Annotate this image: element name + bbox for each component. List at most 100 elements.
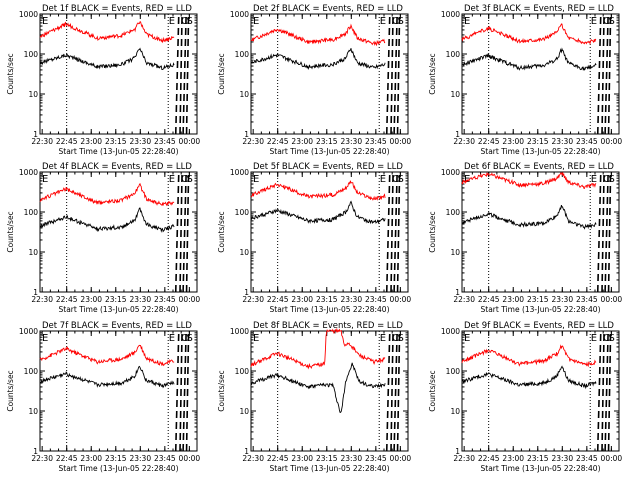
dashed-marker-line <box>185 332 190 452</box>
marker-label-e: E <box>591 174 597 185</box>
dashed-marker-line <box>601 173 605 293</box>
y-axis-label: Counts/sec <box>217 53 226 94</box>
plot-frame <box>250 330 409 452</box>
marker-label-s: S <box>187 174 193 185</box>
marker-label-e: E <box>591 16 597 27</box>
series-line-events <box>250 48 386 71</box>
x-tick-label: 23:45 <box>154 137 176 146</box>
marker-label-c: C <box>181 174 188 185</box>
x-tick-label: 22:45 <box>478 137 500 146</box>
x-tick-label: 23:00 <box>291 454 313 463</box>
dashed-marker-line <box>185 173 190 293</box>
x-tick-label: 23:30 <box>551 295 573 304</box>
chart-title: Det 7f BLACK = Events, RED = LLD <box>42 321 192 331</box>
chart-panel-8: Det 8f BLACK = Events, RED = LLD 1 10 100 10… <box>217 321 411 473</box>
y-tick-label: 1000 <box>441 327 460 336</box>
x-tick-label: 22:30 <box>453 454 475 463</box>
x-tick-label: 00:00 <box>601 137 623 146</box>
plot-frame <box>461 330 620 452</box>
x-tick-label: 22:30 <box>31 137 53 146</box>
y-tick-label: 10 <box>450 90 460 99</box>
x-tick-label: 22:45 <box>267 137 289 146</box>
plot-frame <box>39 330 198 452</box>
y-axis-label: Counts/sec <box>428 370 437 411</box>
y-tick-label: 10 <box>28 407 38 416</box>
dashed-marker-line <box>179 15 183 135</box>
marker-label-e: E <box>253 333 259 344</box>
dashed-marker-line <box>393 173 398 293</box>
y-tick-label: 1 <box>455 288 460 297</box>
y-tick-label: 1000 <box>19 10 38 19</box>
y-tick-label: 1000 <box>230 327 249 336</box>
series-line-events <box>461 47 597 71</box>
x-tick-label: 22:30 <box>31 295 53 304</box>
x-tick-label: 23:15 <box>527 137 549 146</box>
y-tick-label: 1 <box>33 130 38 139</box>
y-tick-label: 100 <box>235 50 250 59</box>
marker-label-s: S <box>398 16 404 27</box>
x-tick-label: 23:30 <box>129 137 151 146</box>
x-tick-label: 23:45 <box>154 295 176 304</box>
x-tick-label: 23:15 <box>105 295 127 304</box>
x-tick-label: 23:30 <box>551 137 573 146</box>
x-tick-label: 23:15 <box>316 454 338 463</box>
y-tick-label: 1000 <box>441 168 460 177</box>
chart-panel-2: Det 2f BLACK = Events, RED = LLD 1 10 100 10… <box>217 4 411 156</box>
dashed-marker-line <box>607 332 612 452</box>
series-line-lld <box>461 23 597 46</box>
series-line-lld <box>250 23 386 47</box>
x-tick-label: 22:30 <box>242 454 264 463</box>
x-tick-label: 00:00 <box>390 454 412 463</box>
dashed-marker-line <box>174 173 180 293</box>
dashed-marker-line <box>182 15 187 135</box>
chart-title: Det 9f BLACK = Events, RED = LLD <box>464 321 614 331</box>
dashed-marker-line <box>385 332 391 452</box>
y-axis-label: Counts/sec <box>6 211 15 252</box>
marker-label-e: E <box>42 174 48 185</box>
chart-title: Det 3f BLACK = Events, RED = LLD <box>464 4 614 14</box>
series-line-events <box>39 47 175 71</box>
y-axis-label: Counts/sec <box>217 370 226 411</box>
y-tick-label: 10 <box>28 90 38 99</box>
chart-title: Det 8f BLACK = Events, RED = LLD <box>253 321 403 331</box>
marker-label-e: E <box>380 16 386 27</box>
x-tick-label: 22:45 <box>267 454 289 463</box>
x-tick-label: 00:00 <box>179 295 201 304</box>
y-tick-label: 100 <box>446 50 461 59</box>
y-axis-label: Counts/sec <box>428 211 437 252</box>
x-tick-label: 23:15 <box>527 295 549 304</box>
dashed-marker-line <box>601 15 605 135</box>
dashed-marker-line <box>182 173 187 293</box>
series-line-lld <box>461 172 597 189</box>
dashed-marker-line <box>390 173 394 293</box>
y-tick-label: 10 <box>239 248 249 257</box>
x-axis-label: Start Time (13-Jun-05 22:28:40) <box>270 305 390 314</box>
y-tick-label: 1 <box>33 447 38 456</box>
marker-label-e: E <box>169 333 175 344</box>
x-tick-label: 23:45 <box>576 137 598 146</box>
y-tick-label: 1 <box>455 130 460 139</box>
marker-label-e: E <box>380 174 386 185</box>
y-tick-label: 1000 <box>441 10 460 19</box>
y-tick-label: 1000 <box>19 327 38 336</box>
series-line-events <box>461 204 597 230</box>
marker-label-s: S <box>398 333 404 344</box>
x-tick-label: 00:00 <box>390 137 412 146</box>
x-tick-label: 23:15 <box>105 454 127 463</box>
x-tick-label: 23:00 <box>80 295 102 304</box>
dashed-marker-line <box>182 332 187 452</box>
dashed-marker-line <box>174 15 180 135</box>
dashed-marker-line <box>596 15 602 135</box>
y-tick-label: 1 <box>244 130 249 139</box>
dashed-marker-line <box>607 173 612 293</box>
dashed-marker-line <box>385 173 391 293</box>
y-tick-label: 1000 <box>230 168 249 177</box>
y-axis-label: Counts/sec <box>428 53 437 94</box>
marker-label-e: E <box>464 16 470 27</box>
y-tick-label: 10 <box>239 90 249 99</box>
y-tick-label: 100 <box>235 367 250 376</box>
y-tick-label: 100 <box>446 367 461 376</box>
y-tick-label: 10 <box>450 248 460 257</box>
dashed-marker-line <box>179 173 183 293</box>
x-axis-label: Start Time (13-Jun-05 22:28:40) <box>59 147 179 156</box>
